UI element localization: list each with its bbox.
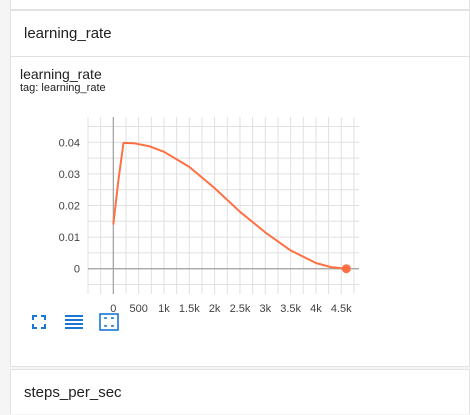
fit-domain-button[interactable] xyxy=(98,312,120,332)
x-tick-label: 0 xyxy=(110,303,116,314)
section-title: steps_per_sec xyxy=(24,384,122,401)
series[interactable] xyxy=(112,141,351,274)
steps-per-sec-card: steps_per_sec xyxy=(10,369,470,414)
previous-card-stub xyxy=(10,0,470,10)
x-tick-label: 1.5k xyxy=(179,303,200,314)
section-header-steps-per-sec[interactable]: steps_per_sec xyxy=(11,370,469,415)
chart-toolbar xyxy=(28,312,120,332)
x-tick-label: 500 xyxy=(129,303,147,314)
series-endpoint[interactable] xyxy=(341,264,351,274)
fit-domain-icon xyxy=(99,313,119,331)
y-tick-label: 0 xyxy=(74,264,80,276)
x-tick-labels: 0 500 1k 1.5k 2k 2.5k 3k 3.5k 4k 4.5k xyxy=(110,303,352,314)
x-tick-label: 3k xyxy=(259,303,271,314)
x-tick-label: 2.5k xyxy=(230,303,251,314)
toggle-log-scale-button[interactable] xyxy=(63,312,85,332)
chart-tag: tag: learning_rate xyxy=(20,82,106,94)
y-tick-labels: 0 0.01 0.02 0.03 0.04 xyxy=(59,137,80,275)
section-header-learning-rate[interactable]: learning_rate xyxy=(11,11,469,57)
x-tick-label: 2k xyxy=(209,303,221,314)
fullscreen-icon xyxy=(32,315,46,329)
series-line[interactable] xyxy=(112,141,347,270)
fullscreen-button[interactable] xyxy=(28,312,50,332)
section-title: learning_rate xyxy=(24,25,112,42)
y-tick-label: 0.02 xyxy=(59,201,80,213)
x-tick-label: 1k xyxy=(158,303,170,314)
x-tick-label: 4.5k xyxy=(331,303,352,314)
x-tick-label: 3.5k xyxy=(280,303,301,314)
y-tick-label: 0.01 xyxy=(59,232,80,244)
y-tick-label: 0.03 xyxy=(59,169,80,181)
line-chart[interactable]: 0 0.01 0.02 0.03 0.04 0 500 1k 1.5k 2k 2.5k 3k 3.5k… xyxy=(10,104,370,314)
x-tick-label: 4k xyxy=(310,303,322,314)
toggle-log-scale-icon xyxy=(65,315,83,329)
y-tick-label: 0.04 xyxy=(59,137,80,149)
axes xyxy=(88,117,359,294)
grid xyxy=(87,117,359,294)
chart-title: learning_rate xyxy=(20,66,102,82)
